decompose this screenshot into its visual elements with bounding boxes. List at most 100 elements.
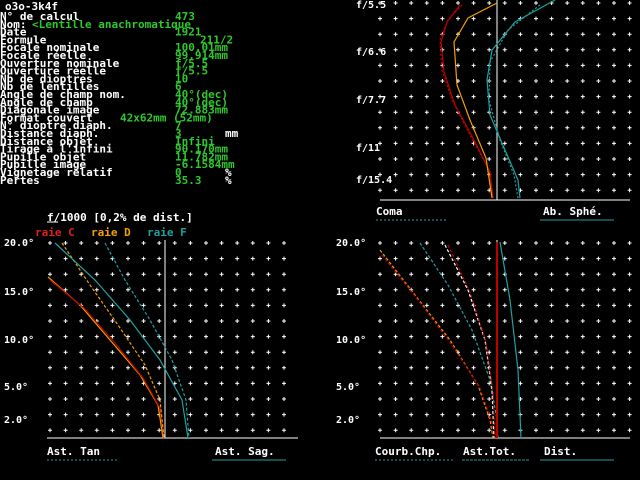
grid-plus (110, 334, 115, 339)
grid-plus (393, 319, 398, 323)
field-value: 6 (175, 80, 182, 93)
grid-plus (596, 287, 601, 292)
grid-plus (518, 272, 523, 277)
grid-plus (565, 287, 570, 292)
grid-plus (157, 256, 162, 261)
grid-plus (172, 272, 177, 277)
grid-plus (612, 141, 616, 146)
grid-plus (235, 303, 240, 308)
grid-plus (219, 350, 224, 355)
field-value: 99.914mm (175, 49, 228, 62)
grid-plus (502, 412, 507, 417)
field-value: f/5.5 (175, 57, 208, 70)
grid-plus (471, 63, 476, 68)
grid-plus (79, 241, 84, 245)
fields: N° de calcul 473 Nom: <Lentille anachromati… (0, 10, 239, 187)
grid-plus (596, 47, 601, 52)
grid-plus (502, 141, 507, 146)
grid-plus (79, 381, 84, 386)
grid-plus (188, 334, 193, 339)
field-value: 35.3 (175, 174, 202, 187)
grid-plus (518, 334, 523, 339)
grid-plus (627, 397, 632, 401)
field-value: 90.170mm (175, 143, 228, 156)
grid-plus (534, 79, 538, 83)
grid-plus (440, 319, 445, 323)
grid-plus (549, 428, 554, 433)
grid-plus (393, 188, 398, 193)
grid-plus (282, 412, 286, 417)
grid-plus (393, 303, 398, 308)
grid-plus (378, 141, 382, 146)
grid-plus (188, 287, 193, 292)
grid-plus (580, 303, 585, 308)
grid-plus (409, 428, 414, 433)
grid-plus (63, 241, 68, 245)
grid-plus (378, 241, 382, 245)
grid-plus (282, 272, 286, 277)
grid-plus (502, 350, 507, 355)
grid-plus (487, 141, 492, 146)
grid-plus (250, 287, 255, 292)
grid-plus (627, 303, 632, 308)
grid-plus (126, 381, 130, 386)
grid-plus (612, 319, 616, 323)
grid-plus (440, 303, 445, 308)
grid-plus (627, 141, 632, 146)
grid-plus (393, 334, 398, 339)
grid-plus (141, 272, 146, 277)
grid-plus (188, 428, 193, 433)
grid-plus (471, 157, 476, 161)
grid-plus (518, 125, 523, 130)
grid-plus (565, 1, 570, 5)
grid-plus (393, 141, 398, 146)
grid-plus (534, 125, 538, 130)
grid-plus (471, 365, 476, 370)
grid-plus (63, 303, 68, 308)
grid-plus (126, 334, 130, 339)
grid-plus (157, 319, 162, 323)
grid-plus (235, 365, 240, 370)
grid-plus (612, 188, 616, 193)
grid-plus (487, 256, 492, 261)
grid-plus (250, 350, 255, 355)
grid-plus (518, 287, 523, 292)
grid-plus (188, 350, 193, 355)
grid-plus (266, 381, 271, 386)
grid-plus (534, 381, 538, 386)
field-label: Pertes (0, 174, 40, 187)
grid-plus (126, 412, 130, 417)
grid-plus (393, 412, 398, 417)
grid-plus (141, 350, 146, 355)
grid-plus (471, 381, 476, 386)
grid-plus (502, 334, 507, 339)
grid-plus (580, 397, 585, 401)
grid-plus (378, 272, 382, 277)
grid-plus (378, 428, 382, 433)
grid-plus (471, 47, 476, 52)
grid-plus (518, 157, 523, 161)
grid-plus (456, 287, 460, 292)
coma-curves (439, 0, 556, 199)
grid-plus (565, 94, 570, 99)
legend-d: raie D (91, 226, 131, 239)
grid-plus (518, 47, 523, 52)
grid-plus (565, 303, 570, 308)
grid-plus (549, 63, 554, 68)
dist-label: Dist. (544, 445, 577, 458)
grid-plus (393, 94, 398, 99)
grid-plus (235, 287, 240, 292)
grid-plus (580, 350, 585, 355)
grid-plus (204, 334, 208, 339)
grid-plus (471, 188, 476, 193)
grid-plus (79, 397, 84, 401)
field-unit: % (225, 174, 232, 187)
grid-plus (518, 319, 523, 323)
grid-plus (126, 303, 130, 308)
grid-plus (79, 256, 84, 261)
grid-plus (172, 334, 177, 339)
grid-plus (378, 79, 382, 83)
grid-plus (456, 412, 460, 417)
grid-plus (266, 287, 271, 292)
grid-plus (250, 365, 255, 370)
